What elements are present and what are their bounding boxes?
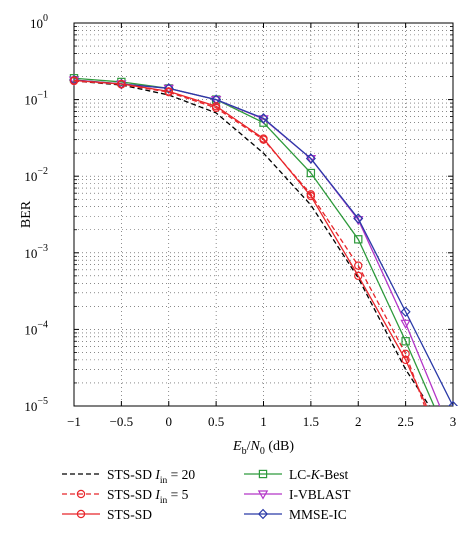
series-i-vblast (68, 76, 441, 406)
x-tick-label: 1 (260, 414, 267, 429)
data-point (353, 213, 364, 224)
series-sts-sd (69, 76, 428, 406)
legend-label: MMSE-IC (289, 507, 347, 522)
series-group (68, 74, 459, 406)
x-tick-label: 2 (355, 414, 362, 429)
series-line (73, 80, 430, 406)
legend-marker (257, 508, 269, 520)
data-point (400, 319, 411, 329)
legend-marker (76, 489, 86, 499)
series-line (73, 79, 454, 406)
x-axis-title: Eb/N0 (dB) (232, 439, 294, 457)
x-tick-label: 1.5 (303, 414, 319, 429)
x-tick-label: 3 (450, 414, 457, 429)
y-tick-label: 10−3 (24, 243, 48, 261)
data-point (305, 154, 317, 165)
data-point (354, 261, 363, 270)
y-tick-label: 100 (30, 13, 48, 31)
series-line (73, 79, 441, 406)
legend-item: MMSE-IC (244, 507, 347, 522)
legend-item: STS-SD (62, 507, 152, 522)
y-axis-title: BER (19, 200, 34, 228)
series-sts-sd-i-in-5 (69, 76, 426, 406)
y-tick-label: 10−4 (24, 319, 48, 337)
data-point (259, 135, 268, 144)
legend-item: STS-SD Iin = 20 (62, 467, 195, 486)
y-tick-label: 10−2 (24, 166, 48, 184)
data-point (163, 83, 174, 94)
series-line (73, 77, 435, 406)
data-point (306, 168, 316, 178)
data-point (401, 355, 410, 365)
x-tick-label: −0.5 (110, 414, 134, 429)
data-point (401, 349, 410, 359)
data-point (447, 400, 459, 406)
series-sts-sd-i-in-20 (73, 80, 430, 406)
x-tick-label: −1 (67, 414, 81, 429)
data-point (164, 87, 173, 97)
x-tick-label: 0 (166, 414, 173, 429)
legend-label: I-VBLAST (289, 487, 351, 502)
data-point (258, 113, 269, 124)
grid (74, 23, 453, 406)
data-point (401, 337, 410, 346)
legend-label: LC-K-Best (289, 467, 349, 482)
legend-label: STS-SD Iin = 5 (107, 487, 189, 506)
legend-marker (76, 509, 86, 519)
data-point (117, 80, 126, 89)
data-point (354, 271, 363, 281)
data-point (354, 235, 363, 244)
data-point (211, 103, 221, 113)
data-point (306, 190, 316, 199)
legend-item: LC-K-Best (244, 467, 349, 482)
data-point (305, 153, 316, 164)
series-lc-k-best (69, 74, 435, 406)
y-tick-label: 10−1 (24, 90, 48, 108)
series-line (73, 79, 428, 406)
legend-marker (257, 490, 269, 500)
x-tick-label: 0.5 (208, 414, 224, 429)
legend-item: I-VBLAST (244, 487, 351, 502)
data-point (400, 306, 411, 318)
data-point (69, 76, 79, 86)
legend-item: STS-SD Iin = 5 (62, 487, 189, 506)
legend-marker (258, 469, 268, 479)
series-line (73, 80, 426, 406)
plot-frame (73, 22, 454, 407)
axes: −1 −0.5 0 0.5 1 1.5 2 2.5 3 10−5 10−4 10−3 10−2 10−1 1… (19, 13, 456, 457)
y-tick-label: 10−5 (24, 396, 48, 414)
x-tick-label: 2.5 (398, 414, 414, 429)
legend-label: STS-SD (107, 507, 152, 522)
legend-label: STS-SD Iin = 20 (107, 467, 195, 486)
